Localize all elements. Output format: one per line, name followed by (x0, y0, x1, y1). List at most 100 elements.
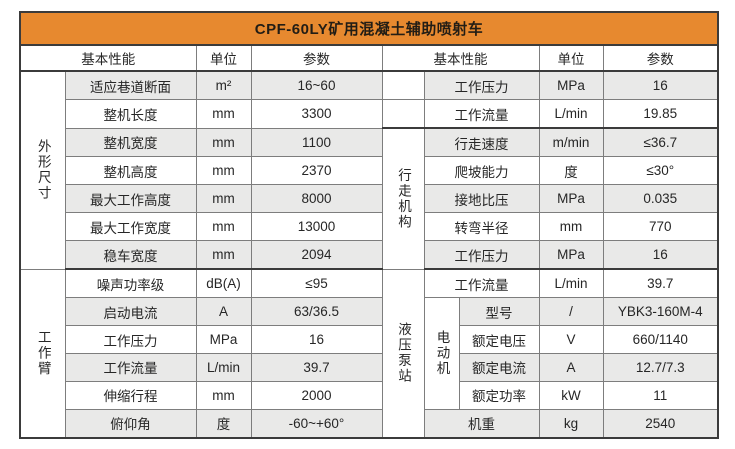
spec-value-cell: 770 (602, 212, 719, 241)
table-row: 整机高度 mm 2370 爬坡能力 度 ≤30° (20, 156, 719, 186)
spec-unit-cell: m/min (538, 127, 604, 158)
table-row: 稳车宽度 mm 2094 工作压力 MPa 16 (20, 240, 719, 271)
empty-group-cell (381, 99, 425, 130)
spec-unit-cell: kW (538, 380, 604, 410)
spec-unit-cell: / (538, 297, 604, 327)
column-header-unit-left: 单位 (195, 44, 252, 72)
column-header-parameter-right: 参数 (602, 44, 719, 72)
column-header-parameter-left: 参数 (250, 44, 383, 72)
spec-value-cell: 1100 (250, 127, 383, 158)
spec-name-cell: 工作流量 (423, 268, 540, 299)
spec-unit-cell: L/min (538, 99, 604, 130)
spec-name-cell: 转弯半径 (423, 212, 540, 241)
spec-value-cell: ≤95 (250, 268, 383, 299)
spec-value-cell: 16 (602, 70, 719, 101)
spec-value-cell: -60~+60° (250, 408, 383, 439)
spec-sheet: CPF-60LY矿用混凝土辅助喷射车 基本性能 单位 参数 基本性能 单位 参数… (19, 11, 720, 439)
empty-group-cell (381, 70, 425, 101)
column-header-row: 基本性能 单位 参数 基本性能 单位 参数 (19, 44, 719, 72)
spec-unit-cell: A (538, 353, 604, 382)
spec-name-cell: 工作压力 (423, 240, 540, 271)
table-row: 工作压力 MPa 16 额定电压 V 660/1140 (20, 325, 719, 354)
spec-name-cell: 最大工作宽度 (64, 212, 197, 241)
spec-name-cell: 爬坡能力 (423, 156, 540, 186)
spec-unit-cell: mm (195, 240, 252, 271)
spec-name-cell: 工作压力 (64, 325, 197, 354)
spec-unit-cell: mm (195, 156, 252, 186)
spec-unit-cell: mm (195, 184, 252, 214)
spec-unit-cell: MPa (538, 70, 604, 101)
spec-value-cell: 0.035 (602, 184, 719, 214)
spec-name-cell: 伸缩行程 (64, 380, 197, 410)
spec-unit-cell: MPa (538, 240, 604, 271)
spec-name-cell: 整机宽度 (64, 127, 197, 158)
spec-value-cell: 3300 (250, 99, 383, 129)
group-label-dimensions: 外形尺寸 (19, 70, 66, 270)
spec-value-cell: 13000 (250, 212, 383, 241)
spec-unit-cell: MPa (195, 325, 252, 354)
spec-unit-cell: mm (195, 212, 252, 241)
spec-unit-cell: L/min (195, 353, 252, 382)
column-header-unit-right: 单位 (538, 44, 604, 72)
table-row: 最大工作宽度 mm 13000 转弯半径 mm 770 (20, 212, 719, 241)
spec-unit-cell: V (538, 325, 604, 354)
table-row: 最大工作高度 mm 8000 接地比压 MPa 0.035 (20, 184, 719, 214)
column-header-performance-left: 基本性能 (19, 44, 197, 72)
spec-unit-cell: MPa (538, 184, 604, 214)
spec-unit-cell: mm (195, 380, 252, 410)
spec-name-cell: 最大工作高度 (64, 184, 197, 214)
table-row: 整机宽度 mm 1100 行走机构 行走速度 m/min ≤36.7 (20, 127, 719, 270)
spec-unit-cell: 度 (195, 408, 252, 439)
spec-name-cell: 启动电流 (64, 297, 197, 327)
spec-name-cell: 整机高度 (64, 156, 197, 186)
spec-value-cell: 2540 (602, 408, 719, 439)
spec-value-cell: 8000 (250, 184, 383, 214)
group-label-travel-mechanism: 行走机构 (381, 127, 425, 270)
spec-table: CPF-60LY矿用混凝土辅助喷射车 基本性能 单位 参数 基本性能 单位 参数… (19, 11, 720, 439)
spec-name-cell: 行走速度 (423, 127, 540, 158)
spec-value-cell: 2094 (250, 240, 383, 271)
table-row: 启动电流 A 63/36.5 电动机 型号 / YBK3-160M-4 (20, 297, 719, 410)
spec-value-cell: ≤36.7 (602, 127, 719, 158)
spec-value-cell: ≤30° (602, 156, 719, 186)
spec-name-cell: 工作压力 (423, 70, 540, 101)
table-row: 工作臂 噪声功率级 dB(A) ≤95 液压泵站 工作流量 L/min 39.7 (19, 268, 719, 439)
spec-name-cell: 工作流量 (423, 99, 540, 130)
group-label-electric-motor: 电动机 (423, 297, 460, 410)
spec-name-cell: 额定电流 (458, 353, 540, 382)
spec-value-cell: 19.85 (602, 99, 719, 130)
spec-unit-cell: m² (195, 70, 252, 101)
spec-value-cell: 660/1140 (602, 325, 719, 354)
spec-unit-cell: kg (538, 408, 604, 439)
spec-name-cell: 噪声功率级 (64, 268, 197, 299)
title-row: CPF-60LY矿用混凝土辅助喷射车 (19, 11, 719, 46)
spec-value-cell: 39.7 (250, 353, 383, 382)
spec-unit-cell: L/min (538, 268, 604, 299)
spec-name-cell: 接地比压 (423, 184, 540, 214)
spec-name-cell: 型号 (458, 297, 540, 327)
spec-name-cell: 额定电压 (458, 325, 540, 354)
spec-value-cell: 12.7/7.3 (602, 353, 719, 382)
column-header-performance-right: 基本性能 (381, 44, 540, 72)
spec-unit-cell: mm (195, 99, 252, 129)
group-label-hydraulic-pump-station: 液压泵站 (381, 268, 425, 439)
table-row: 外形尺寸 适应巷道断面 m² 16~60 工作压力 MPa 16 (19, 70, 719, 270)
spec-value-cell: 2370 (250, 156, 383, 186)
spec-unit-cell: dB(A) (195, 268, 252, 299)
spec-name-cell: 额定功率 (458, 380, 540, 410)
table-row: 俯仰角 度 -60~+60° 机重 kg 2540 (20, 408, 719, 439)
page-title: CPF-60LY矿用混凝土辅助喷射车 (19, 11, 719, 46)
spec-value-cell: 39.7 (602, 268, 719, 299)
spec-name-cell: 俯仰角 (64, 408, 197, 439)
table-row: 伸缩行程 mm 2000 额定功率 kW 11 (20, 380, 719, 410)
spec-value-cell: YBK3-160M-4 (602, 297, 719, 327)
spec-value-cell: 11 (602, 380, 719, 410)
spec-unit-cell: mm (538, 212, 604, 241)
spec-name-cell: 稳车宽度 (64, 240, 197, 271)
spec-value-cell: 63/36.5 (250, 297, 383, 327)
spec-name-cell: 工作流量 (64, 353, 197, 382)
spec-value-cell: 16 (250, 325, 383, 354)
spec-value-cell: 16~60 (250, 70, 383, 101)
spec-name-cell: 适应巷道断面 (64, 70, 197, 101)
spec-name-cell: 机重 (423, 408, 540, 439)
